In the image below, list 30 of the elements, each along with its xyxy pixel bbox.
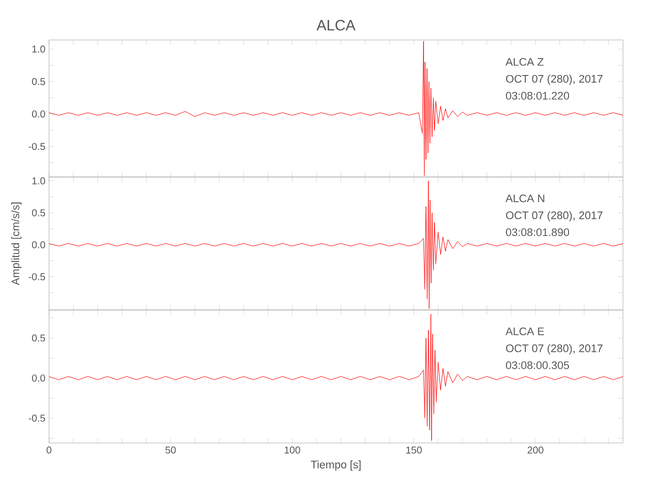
x-tick-label: 100 bbox=[284, 446, 300, 454]
chart-title: ALCA bbox=[316, 20, 356, 30]
y-tick-label: 0.5 bbox=[32, 334, 46, 342]
x-tick-label: 200 bbox=[528, 446, 544, 454]
y-tick-label: -0.5 bbox=[28, 273, 46, 280]
x-tick-label: 50 bbox=[165, 446, 176, 454]
y-tick-label: 0.0 bbox=[32, 241, 46, 248]
annotation: ALCA N bbox=[506, 194, 544, 202]
y-tick-label: 0.0 bbox=[32, 374, 46, 382]
y-tick-label: 1.0 bbox=[32, 177, 46, 184]
annotation: 03:08:01.220 bbox=[506, 92, 570, 100]
x-axis-title: Tiempo [s] bbox=[310, 460, 361, 471]
y-tick-label: 1.0 bbox=[32, 46, 46, 53]
annotation: OCT 07 (280), 2017 bbox=[506, 344, 602, 354]
line-series bbox=[49, 180, 624, 309]
annotation: OCT 07 (280), 2017 bbox=[506, 211, 602, 222]
y-tick-label: 0.0 bbox=[32, 110, 46, 118]
y-tick-label: -0.5 bbox=[28, 142, 46, 150]
annotation: ALCA Z bbox=[506, 58, 544, 66]
y-tick-label: -0.5 bbox=[28, 414, 46, 422]
y-tick-label: 0.5 bbox=[32, 78, 46, 86]
y-axis-title: Amplitud [cm/s/s] bbox=[11, 202, 22, 286]
line-series bbox=[49, 314, 624, 441]
y-tick-label: 0.5 bbox=[32, 209, 46, 216]
x-tick-label: 0 bbox=[46, 446, 52, 454]
annotation: OCT 07 (280), 2017 bbox=[506, 74, 602, 85]
x-tick-label: 150 bbox=[406, 446, 422, 454]
annotation: ALCA E bbox=[506, 327, 544, 336]
annotation: 03:08:01.890 bbox=[506, 228, 570, 236]
annotation: 03:08:00.305 bbox=[506, 361, 570, 370]
